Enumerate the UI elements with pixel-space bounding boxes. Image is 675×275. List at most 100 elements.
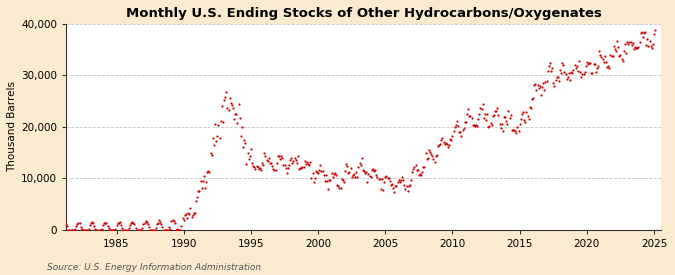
- Point: [440, 141, 451, 145]
- Point: [554, 79, 564, 84]
- Point: [267, 164, 277, 168]
- Point: [336, 177, 347, 182]
- Point: [620, 42, 630, 46]
- Point: [391, 184, 402, 189]
- Point: [569, 63, 580, 67]
- Point: [510, 129, 520, 133]
- Point: [221, 89, 232, 94]
- Point: [211, 138, 221, 143]
- Point: [263, 156, 274, 161]
- Point: [633, 45, 644, 50]
- Point: [516, 112, 527, 117]
- Point: [185, 206, 196, 210]
- Point: [286, 155, 296, 160]
- Point: [213, 123, 224, 127]
- Point: [279, 163, 290, 167]
- Point: [302, 160, 313, 164]
- Point: [365, 175, 376, 179]
- Point: [448, 129, 459, 133]
- Point: [333, 184, 344, 188]
- Point: [601, 60, 612, 64]
- Point: [585, 60, 595, 65]
- Point: [641, 43, 651, 47]
- Point: [481, 118, 491, 122]
- Point: [134, 228, 145, 232]
- Point: [501, 119, 512, 123]
- Point: [637, 34, 648, 39]
- Point: [161, 228, 172, 232]
- Point: [310, 169, 321, 174]
- Point: [524, 104, 535, 109]
- Point: [156, 222, 167, 226]
- Point: [282, 165, 293, 170]
- Point: [109, 228, 119, 232]
- Point: [307, 171, 318, 175]
- Point: [71, 224, 82, 228]
- Point: [589, 62, 600, 67]
- Point: [136, 228, 146, 232]
- Point: [200, 186, 211, 191]
- Point: [190, 211, 200, 215]
- Point: [309, 176, 320, 180]
- Title: Monthly U.S. Ending Stocks of Other Hydrocarbons/Oxygenates: Monthly U.S. Ending Stocks of Other Hydr…: [126, 7, 601, 20]
- Point: [355, 163, 366, 168]
- Point: [141, 219, 152, 224]
- Point: [176, 224, 187, 228]
- Point: [402, 189, 413, 194]
- Point: [167, 217, 178, 222]
- Point: [489, 108, 500, 113]
- Point: [292, 161, 302, 166]
- Point: [562, 75, 573, 79]
- Point: [570, 65, 581, 70]
- Point: [256, 168, 267, 172]
- Point: [562, 76, 572, 81]
- Point: [497, 129, 508, 133]
- Point: [453, 123, 464, 128]
- Point: [639, 31, 649, 35]
- Point: [612, 39, 622, 43]
- Point: [125, 222, 136, 227]
- Point: [324, 178, 335, 183]
- Point: [202, 170, 213, 175]
- Point: [260, 154, 271, 159]
- Point: [399, 183, 410, 188]
- Point: [358, 168, 369, 172]
- Point: [352, 175, 362, 180]
- Point: [183, 211, 194, 215]
- Point: [181, 211, 192, 216]
- Point: [509, 128, 520, 132]
- Point: [496, 122, 507, 127]
- Point: [138, 222, 148, 227]
- Point: [285, 158, 296, 163]
- Point: [443, 144, 454, 149]
- Point: [111, 223, 122, 227]
- Point: [313, 171, 323, 175]
- Point: [616, 57, 627, 61]
- Point: [421, 151, 431, 156]
- Point: [574, 59, 585, 63]
- Point: [236, 133, 246, 138]
- Point: [502, 122, 513, 126]
- Point: [256, 161, 267, 165]
- Point: [250, 166, 261, 171]
- Point: [101, 221, 112, 226]
- Point: [537, 85, 547, 90]
- Point: [331, 183, 342, 187]
- Point: [281, 170, 292, 175]
- Point: [606, 54, 617, 58]
- Point: [326, 171, 337, 175]
- Point: [479, 112, 490, 117]
- Point: [175, 228, 186, 232]
- Point: [610, 46, 620, 51]
- Point: [273, 153, 284, 158]
- Point: [322, 179, 333, 183]
- Point: [265, 161, 275, 166]
- Point: [430, 154, 441, 159]
- Point: [394, 177, 404, 182]
- Point: [380, 175, 391, 179]
- Point: [372, 175, 383, 179]
- Point: [193, 189, 204, 193]
- Point: [438, 139, 449, 144]
- Point: [642, 37, 653, 41]
- Point: [541, 78, 552, 83]
